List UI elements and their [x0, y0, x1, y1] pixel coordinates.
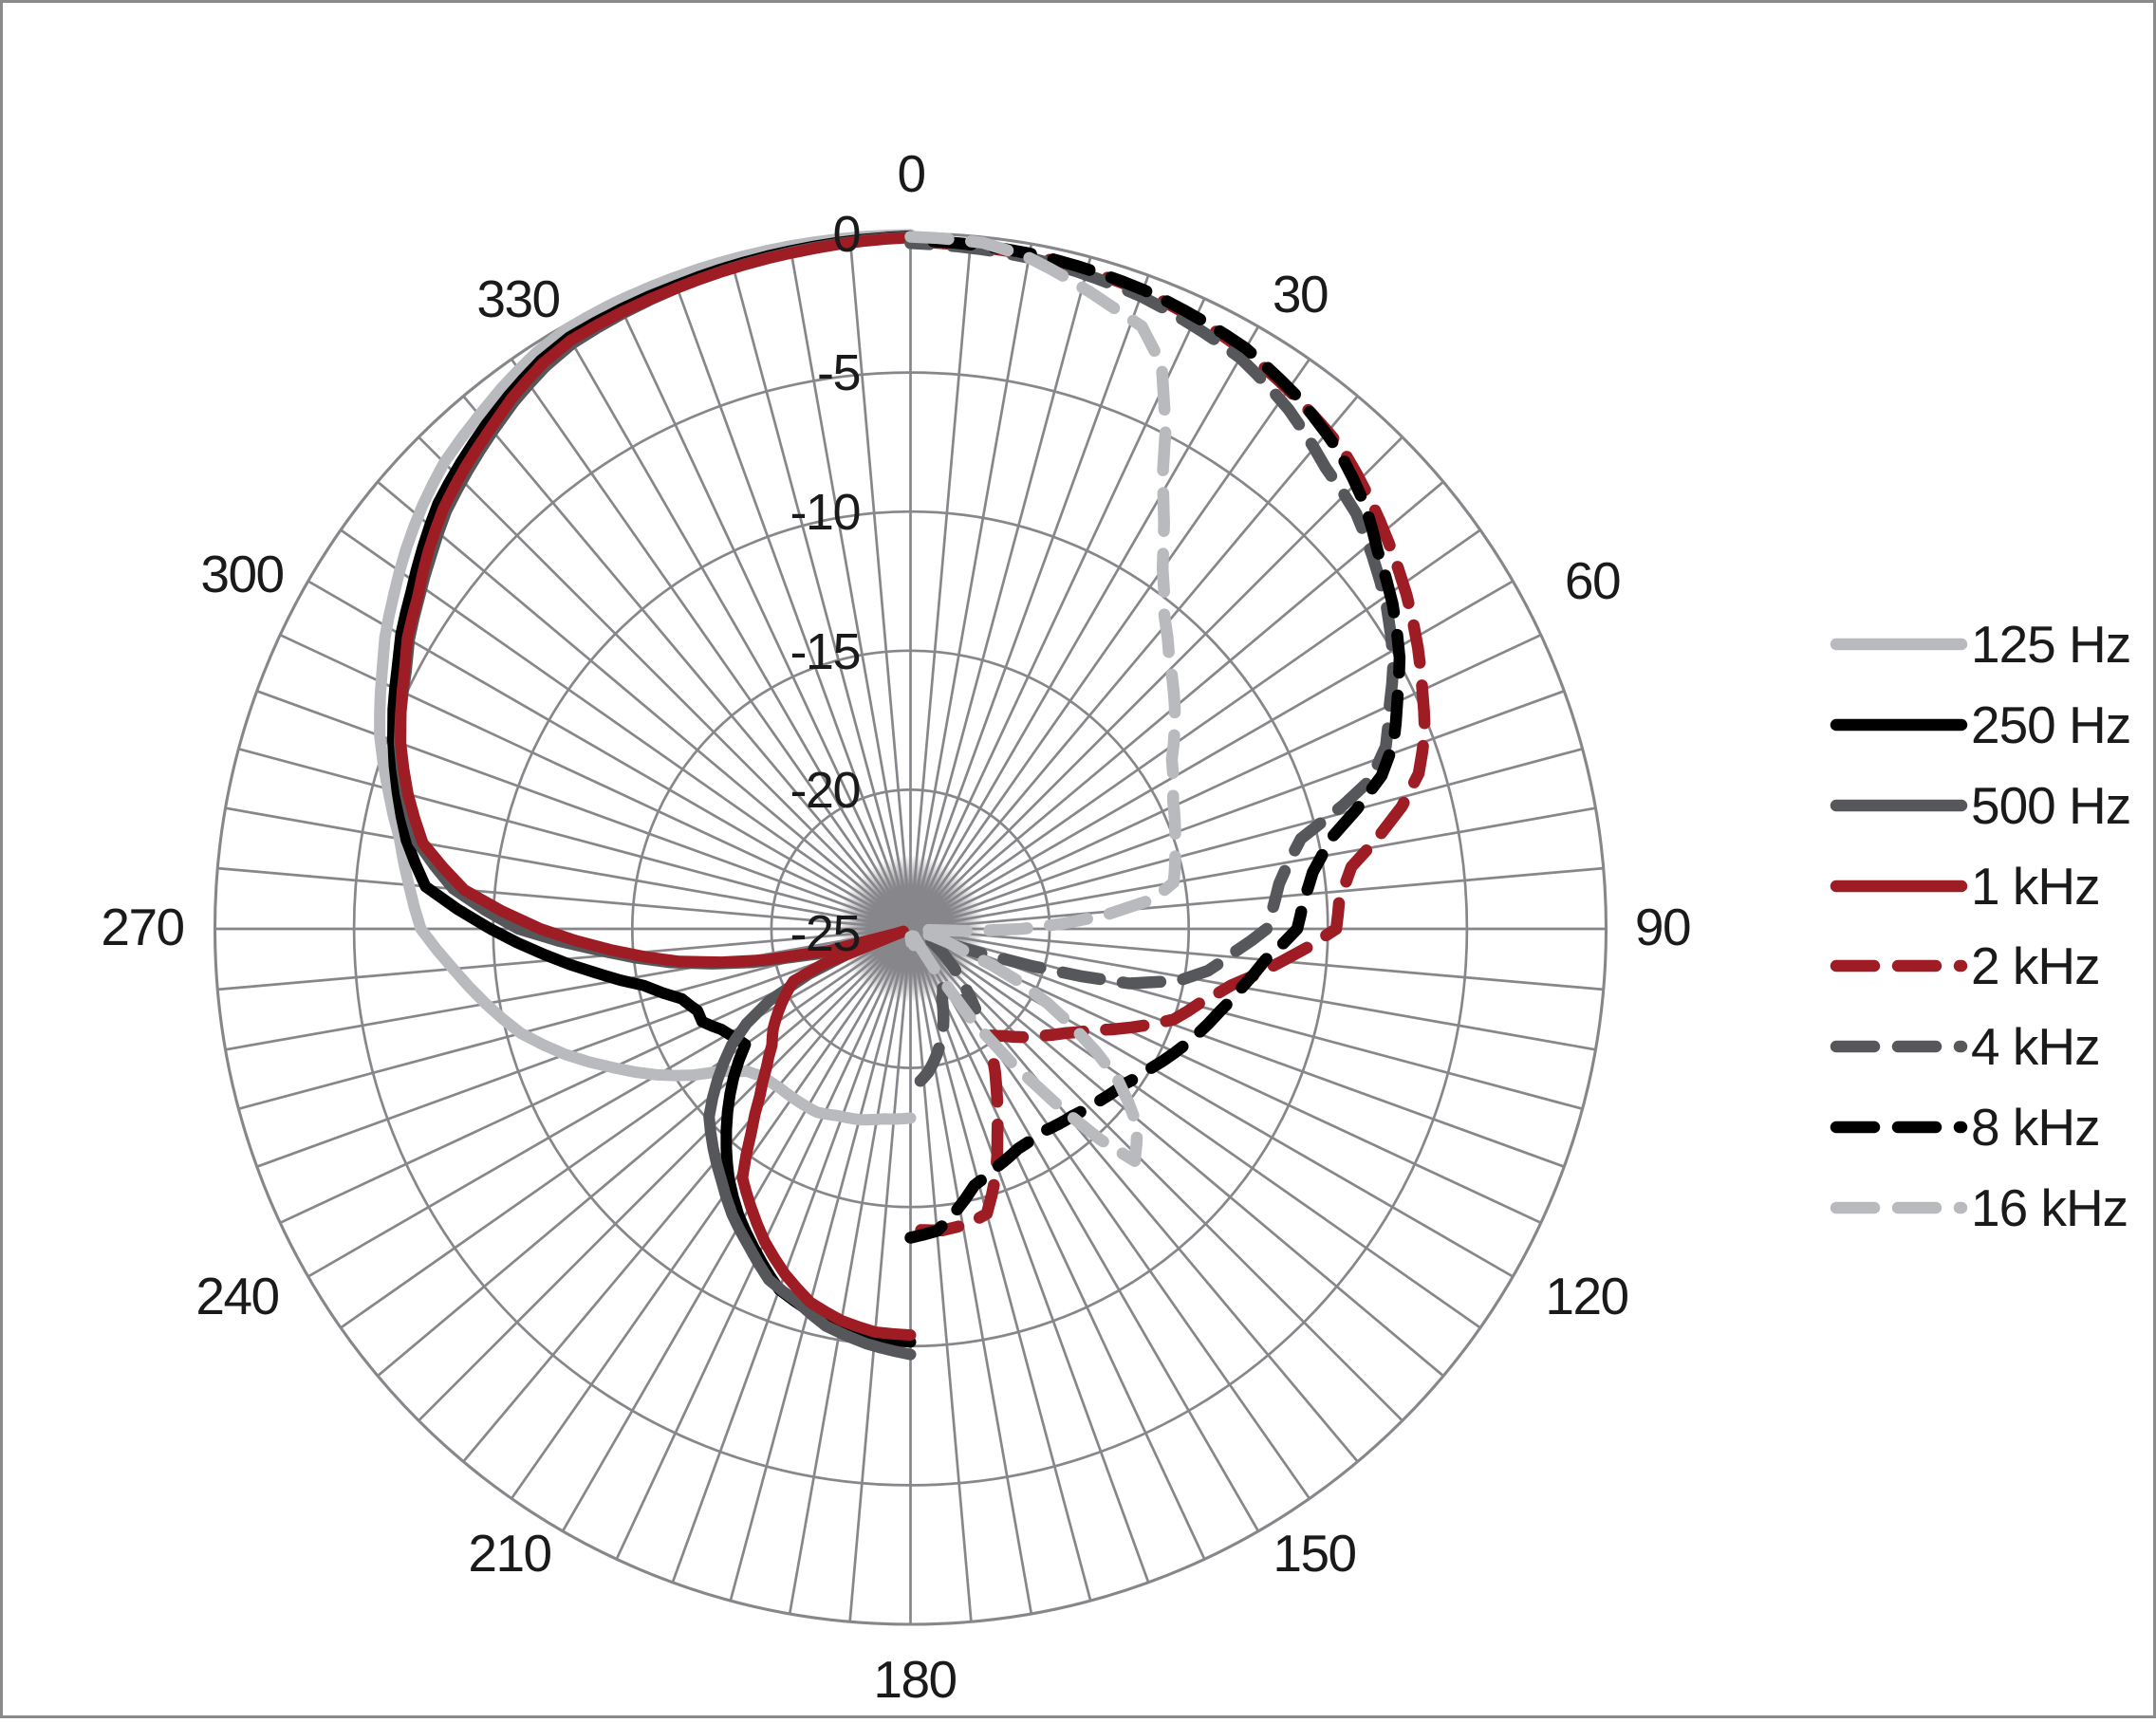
svg-text:180: 180	[873, 1650, 956, 1709]
svg-text:500 Hz: 500 Hz	[1971, 776, 2130, 835]
svg-text:60: 60	[1565, 551, 1620, 610]
svg-text:-10: -10	[790, 484, 860, 541]
svg-text:90: 90	[1635, 898, 1690, 956]
svg-text:125 Hz: 125 Hz	[1971, 615, 2130, 674]
svg-text:330: 330	[476, 269, 559, 328]
svg-text:8 kHz: 8 kHz	[1971, 1098, 2100, 1157]
svg-text:4 kHz: 4 kHz	[1971, 1017, 2100, 1076]
svg-text:-15: -15	[790, 623, 860, 680]
svg-text:1 kHz: 1 kHz	[1971, 857, 2100, 916]
svg-text:30: 30	[1273, 265, 1328, 324]
svg-text:-5: -5	[817, 344, 860, 401]
svg-text:250 Hz: 250 Hz	[1971, 695, 2130, 754]
svg-text:2 kHz: 2 kHz	[1971, 936, 2100, 995]
svg-text:150: 150	[1273, 1524, 1355, 1583]
svg-text:120: 120	[1545, 1267, 1627, 1325]
svg-text:0: 0	[832, 206, 860, 263]
svg-text:210: 210	[468, 1524, 550, 1583]
svg-text:300: 300	[200, 545, 283, 603]
svg-text:16 kHz: 16 kHz	[1971, 1178, 2128, 1237]
svg-text:-20: -20	[790, 762, 860, 819]
svg-text:-25: -25	[790, 905, 860, 962]
svg-text:270: 270	[101, 898, 183, 956]
svg-text:0: 0	[897, 144, 924, 203]
svg-text:240: 240	[195, 1267, 278, 1325]
